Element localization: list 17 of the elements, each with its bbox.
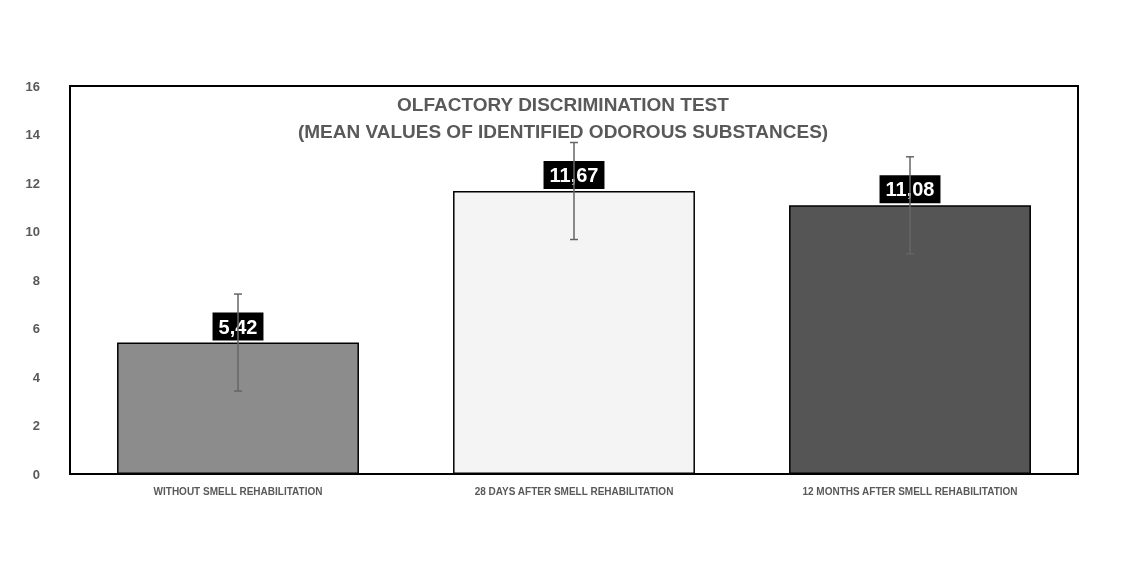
data-label: 11,67	[549, 164, 599, 186]
chart-title: OLFACTORY DISCRIMINATION TEST	[397, 94, 730, 115]
y-tick-label: 12	[25, 175, 40, 191]
y-tick-label: 14	[25, 127, 41, 142]
y-tick-label: 4	[32, 369, 41, 385]
y-tick-label: 8	[32, 272, 40, 288]
text: (MEAN VALUES OF IDENTIFIED ODOROUS SUBSTANCES)	[297, 121, 829, 142]
y-tick-label: 16	[25, 78, 40, 94]
x-tick-label: 12 MONTHS AFTER SMELL REHABILITATION	[802, 485, 1018, 497]
y-tick-label: 10	[25, 224, 40, 239]
y-tick-label: 0	[32, 466, 40, 482]
data-label: 11,08	[885, 178, 935, 201]
y-tick-label: 2	[32, 418, 40, 433]
data-label: 5,42	[218, 315, 258, 338]
y-tick-label: 6	[32, 321, 40, 336]
x-tick-label: WITHOUT SMELL REHABILITATION	[153, 485, 323, 497]
x-tick-label: 28 DAYS AFTER SMELL REHABILITATION	[474, 485, 674, 497]
